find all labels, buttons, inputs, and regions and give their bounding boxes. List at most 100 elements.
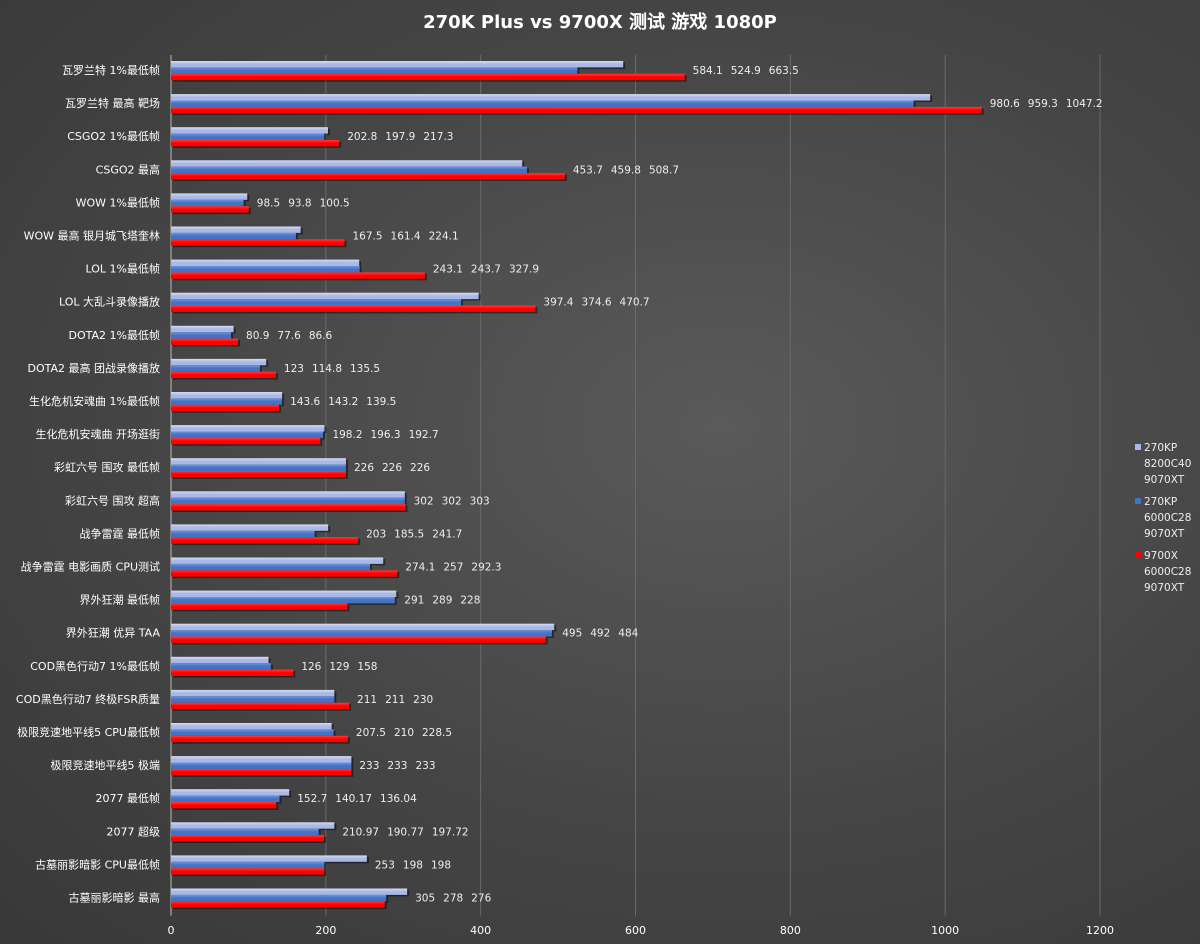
- bar-series-2: [171, 497, 405, 505]
- bar-series-2: [171, 894, 387, 902]
- bar-series-3: [171, 835, 325, 842]
- bar-series-2: [171, 232, 296, 240]
- bar-series-2: [171, 530, 315, 538]
- bar-series-1: [171, 292, 479, 300]
- data-label: 276: [471, 893, 491, 905]
- bar-series-3: [171, 206, 249, 213]
- bar-series-1: [171, 193, 248, 200]
- data-label: 292.3: [471, 562, 501, 574]
- data-label: 192.7: [409, 429, 439, 441]
- data-label: 167.5: [352, 231, 382, 243]
- bar-series-2: [171, 166, 527, 174]
- data-label: 233: [359, 760, 379, 772]
- data-label: 228.5: [422, 727, 452, 739]
- bar-series-1: [171, 524, 329, 531]
- category-label: DOTA2 最高 团战录像播放: [27, 361, 160, 375]
- grid: [170, 55, 1101, 916]
- bar-series-3: [171, 173, 565, 180]
- bar-series-3: [171, 901, 385, 908]
- legend-label: 9070XT: [1144, 474, 1185, 486]
- data-label: 197.72: [432, 826, 469, 838]
- category-label: 界外狂潮 优异 TAA: [66, 626, 161, 640]
- bar-series-1: [171, 358, 267, 366]
- data-label: 230: [413, 694, 433, 706]
- data-label: 289: [432, 595, 452, 607]
- category-label: 生化危机安魂曲 1%最低帧: [29, 394, 160, 408]
- bar-series-2: [171, 398, 282, 405]
- category-label: 古墓丽影暗影 CPU最低帧: [35, 857, 160, 871]
- bar-series-2: [171, 597, 395, 604]
- data-label: 959.3: [1028, 98, 1058, 110]
- x-tick-label: 400: [470, 924, 491, 937]
- bar-series-2: [171, 762, 352, 769]
- bar-series-1: [171, 94, 931, 101]
- data-label: 224.1: [429, 231, 459, 243]
- data-label: 143.2: [328, 396, 358, 408]
- data-label: 584.1: [693, 65, 723, 77]
- data-label: 77.6: [277, 330, 301, 342]
- data-label: 226: [410, 462, 430, 474]
- data-label: 228: [460, 595, 480, 607]
- data-label: 226: [382, 462, 402, 474]
- data-label: 161.4: [391, 231, 421, 243]
- data-label: 158: [357, 661, 377, 673]
- category-label: LOL 1%最低帧: [86, 262, 160, 276]
- data-label: 241.7: [432, 528, 462, 540]
- data-label: 459.8: [611, 164, 641, 176]
- data-label: 114.8: [312, 363, 342, 375]
- legend-label: 6000C28: [1144, 512, 1191, 524]
- x-tick-label: 1200: [1086, 924, 1114, 937]
- legend-label: 270KP: [1144, 442, 1177, 454]
- data-label: 198.2: [332, 429, 362, 441]
- category-label: 界外狂潮 最低帧: [80, 593, 161, 607]
- bar-series-3: [171, 669, 294, 676]
- data-label: 129: [329, 661, 349, 673]
- bar-series-2: [171, 663, 271, 670]
- category-label: LOL 大乱斗录像播放: [59, 295, 160, 309]
- bars: [171, 61, 984, 910]
- data-label: 86.6: [309, 330, 333, 342]
- bar-series-2: [171, 861, 325, 869]
- category-label: COD黑色行动7 1%最低帧: [30, 659, 160, 673]
- chart-title: 270K Plus vs 9700X 测试 游戏 1080P: [423, 11, 777, 33]
- bar-series-1: [171, 557, 384, 564]
- data-label: 278: [443, 893, 463, 905]
- x-tick-label: 0: [168, 924, 175, 937]
- data-label: 203: [366, 528, 386, 540]
- data-label: 1047.2: [1066, 98, 1103, 110]
- data-label: 397.4: [543, 297, 573, 309]
- data-label: 202.8: [347, 131, 377, 143]
- data-label: 152.7: [297, 793, 327, 805]
- category-label: 瓦罗兰特 1%最低帧: [62, 63, 160, 77]
- legend-label: 6000C28: [1144, 566, 1191, 578]
- x-tick-label: 800: [780, 924, 801, 937]
- x-axis-ticks: 0 200 400 600 800 1000 1200: [168, 924, 1115, 937]
- bar-series-2: [171, 365, 260, 372]
- data-label: 217.3: [423, 131, 453, 143]
- data-label: 210.97: [342, 826, 379, 838]
- bar-series-2: [171, 199, 244, 207]
- data-label: 123: [284, 363, 304, 375]
- legend-label: 270KP: [1144, 496, 1177, 508]
- data-label: 495: [562, 628, 582, 640]
- data-label: 663.5: [769, 65, 799, 77]
- category-label: 彩虹六号 围攻 超高: [65, 493, 160, 507]
- data-label: 98.5: [257, 197, 280, 209]
- category-label: 极限竞速地平线5 极端: [51, 758, 161, 772]
- category-label: COD黑色行动7 终极FSR质量: [16, 692, 160, 706]
- legend: 270KP 8200C40 9070XT 270KP 6000C28 9070XT 9700…: [1135, 442, 1191, 594]
- data-label: 190.77: [387, 826, 424, 838]
- data-label: 453.7: [573, 164, 603, 176]
- bar-series-1: [171, 855, 367, 862]
- data-label: 524.9: [731, 65, 761, 77]
- bar-series-2: [171, 133, 325, 140]
- bar-series-3: [171, 106, 982, 114]
- bar-series-2: [171, 100, 914, 107]
- bar-series-1: [171, 458, 346, 465]
- data-label: 211: [385, 694, 405, 706]
- bar-series-1: [171, 590, 397, 597]
- bar-series-3: [171, 404, 279, 412]
- data-label: 197.9: [385, 131, 415, 143]
